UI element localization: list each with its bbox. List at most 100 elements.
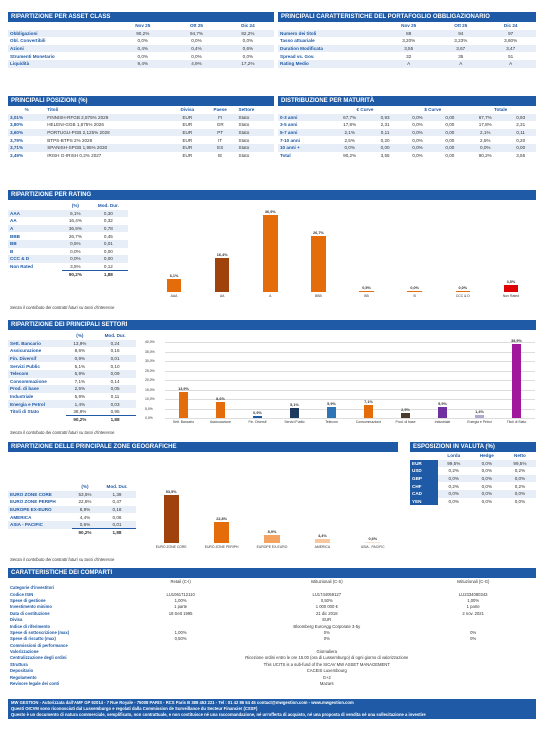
rating-title: RIPARTIZIONE PER RATING bbox=[8, 190, 536, 200]
positions-cell: IRISH G-IRISH 0,2% 2027 bbox=[47, 152, 102, 158]
rating-cell: 0,78 bbox=[88, 224, 128, 233]
rating-cell: 0,00 bbox=[88, 255, 128, 263]
bond-characteristics-cell: A bbox=[381, 59, 437, 68]
gridline bbox=[165, 351, 535, 353]
rating-cell: CCC & D bbox=[8, 255, 62, 263]
maturity-row: 3-5 anni 17,8% 2,31 0,0% 0,00 17,8% 2,31 bbox=[278, 121, 536, 129]
sectors-cell: Telecom bbox=[8, 369, 66, 378]
bond-characteristics-cell: Rating Medio bbox=[278, 59, 382, 68]
positions-cell: EUR bbox=[170, 113, 204, 122]
data-label: 5,9% bbox=[438, 401, 447, 406]
positions-cell: 3,71% bbox=[8, 143, 46, 152]
positions-cell: 3,01% bbox=[8, 113, 46, 122]
bond-characteristics-row: Tasso attuariale 3,20% 3,23% 3,60% bbox=[278, 37, 536, 45]
chart-bar bbox=[178, 391, 189, 418]
comparti-row: Data di costituzione 18 Sett 1995 21 dic 2… bbox=[8, 610, 536, 617]
sectors-cell: 0,14 bbox=[110, 378, 120, 384]
sectors-cell: 1,4% bbox=[65, 400, 95, 408]
geo-cell: EURO ZONE CORE bbox=[8, 490, 72, 499]
fx-cell: CAD bbox=[410, 489, 438, 498]
rating-cell: 26,7% bbox=[68, 233, 82, 239]
data-label: 36,9% bbox=[264, 209, 276, 214]
data-label: 0,0% bbox=[458, 286, 468, 291]
comparti-row: Revisore legale dei conti Mazars bbox=[8, 680, 536, 688]
comparti-cell: G+2 bbox=[243, 674, 411, 681]
rating-cell: 0,0% bbox=[70, 248, 81, 254]
comparti-cell bbox=[410, 661, 536, 669]
rating-cell: 0,00 bbox=[103, 248, 113, 254]
bond-characteristics-row: Numero dei titoli 88 94 97 bbox=[278, 29, 536, 38]
comparti-cell: Investimento minimo bbox=[8, 604, 119, 611]
bond-characteristics-cell: Spread vs. Gov. bbox=[280, 53, 315, 59]
rating-cell: 0,45 bbox=[103, 233, 113, 239]
positions-cell: Stato bbox=[238, 137, 250, 143]
comparti-cell bbox=[118, 642, 244, 649]
comparti-cell bbox=[118, 655, 244, 662]
asset-class-cell: 0,0% bbox=[137, 53, 148, 59]
gridline bbox=[165, 361, 535, 362]
y-tick-label: 30,0% bbox=[145, 359, 155, 363]
maturity-cell: 0,93 bbox=[369, 113, 401, 122]
maturity-cell: 0,11 bbox=[505, 128, 536, 137]
sectors-cell: 0,24 bbox=[94, 339, 136, 348]
sectors-cell: 5,1% bbox=[74, 363, 86, 369]
data-label: 3,5% bbox=[506, 279, 516, 284]
fx-cell: 99,5% bbox=[503, 459, 536, 468]
asset-class-cell: 17,2% bbox=[221, 59, 274, 68]
fx-cell: 0,2% bbox=[514, 468, 526, 474]
fx-title: ESPOSIZIONI IN VALUTA (%) bbox=[410, 442, 536, 452]
comparti-cell: Valorizzazione bbox=[8, 648, 119, 656]
gridline bbox=[165, 389, 535, 391]
data-label: 5,1% bbox=[290, 403, 299, 408]
geo-row: EURO ZONE PERIPH 22,8% 0,47 bbox=[8, 498, 136, 506]
fx-cell: 0,0% bbox=[503, 474, 536, 483]
rating-cell: Non Rated bbox=[10, 264, 33, 270]
comparti-cell bbox=[118, 674, 244, 681]
data-label: 22,8% bbox=[216, 517, 227, 522]
fx-panel: ESPOSIZIONI IN VALUTA (%) Lorda Hedge Nett… bbox=[410, 442, 536, 506]
comparti-cell bbox=[410, 585, 536, 592]
category-label: AAA bbox=[170, 294, 178, 298]
fx-cell: 0,0% bbox=[437, 474, 470, 483]
sectors-row: Sett. Bancario 13,9% 0,24 bbox=[8, 339, 136, 348]
data-label: 16,4% bbox=[216, 252, 228, 257]
fx-cell: USD bbox=[410, 467, 438, 475]
y-tick-label: 15,0% bbox=[145, 387, 155, 392]
fx-row: USD 0,2% 0,0% 0,2% bbox=[410, 467, 536, 475]
sectors-cell: 0,95 bbox=[110, 408, 120, 414]
geo-panel: RIPARTIZIONE DELLE PRINCIPALE ZONE GEOGR… bbox=[8, 442, 398, 452]
fx-cell: 0,0% bbox=[469, 459, 504, 468]
category-label: ASIA - PACIFIC bbox=[360, 545, 385, 549]
chart-bar bbox=[437, 406, 448, 418]
geo-cell: ASIA - PACIFIC bbox=[8, 520, 72, 529]
asset-class-cell: 0,6% bbox=[221, 44, 274, 53]
category-label: A bbox=[269, 294, 272, 298]
rating-cell: 0,32 bbox=[103, 218, 113, 224]
bond-characteristics-cell: 3,23% bbox=[454, 38, 468, 44]
maturity-cell: 90,2% bbox=[478, 152, 492, 158]
positions-row: 3,79% BTPS-BTPS 2% 2028 EUR IT Stato bbox=[8, 136, 274, 144]
maturity-cell: 0,00 bbox=[434, 143, 466, 152]
sectors-row: Titoli di Stato 38,9% 0,95 bbox=[8, 408, 136, 416]
sectors-cell: 5,9% bbox=[74, 394, 86, 400]
geo-cell: 4,4% bbox=[79, 514, 91, 520]
footer-line-3: Questo è un documento di natura commerci… bbox=[11, 712, 426, 717]
sectors-total-cell: 90,2% bbox=[65, 415, 95, 424]
category-label: Consommazione bbox=[355, 420, 382, 424]
comparti-row: Indice di riferimento Bloomberg EuroAgg C… bbox=[8, 623, 536, 630]
rating-chart: 6,1% AAA 16,4% AA 36,9% A 26,7% BBB 0,5% BB 0,0% B 0… bbox=[150, 202, 535, 302]
maturity-cell: 0,00 bbox=[434, 128, 466, 137]
maturity-cell: 3,55 bbox=[380, 152, 390, 158]
footer-line-2: Questi OICVM sono riconosciuti dal Lusse… bbox=[11, 706, 258, 711]
sectors-row: Servizi Public 5,1% 0,10 bbox=[8, 362, 136, 370]
data-label: 7,1% bbox=[364, 399, 373, 404]
comparti-cell: 0% bbox=[410, 636, 536, 643]
fx-cell: CHF bbox=[410, 482, 438, 490]
sectors-cell: 0,9% bbox=[65, 354, 95, 363]
comparti-cell bbox=[410, 674, 536, 681]
bond-characteristics-cell: 3,67 bbox=[436, 44, 486, 53]
category-label: Industriale bbox=[434, 420, 451, 424]
geo-total-cell: 90,2% bbox=[72, 528, 98, 537]
fx-cell: 99,5% bbox=[437, 459, 470, 468]
category-label: Non Rated bbox=[502, 294, 520, 298]
